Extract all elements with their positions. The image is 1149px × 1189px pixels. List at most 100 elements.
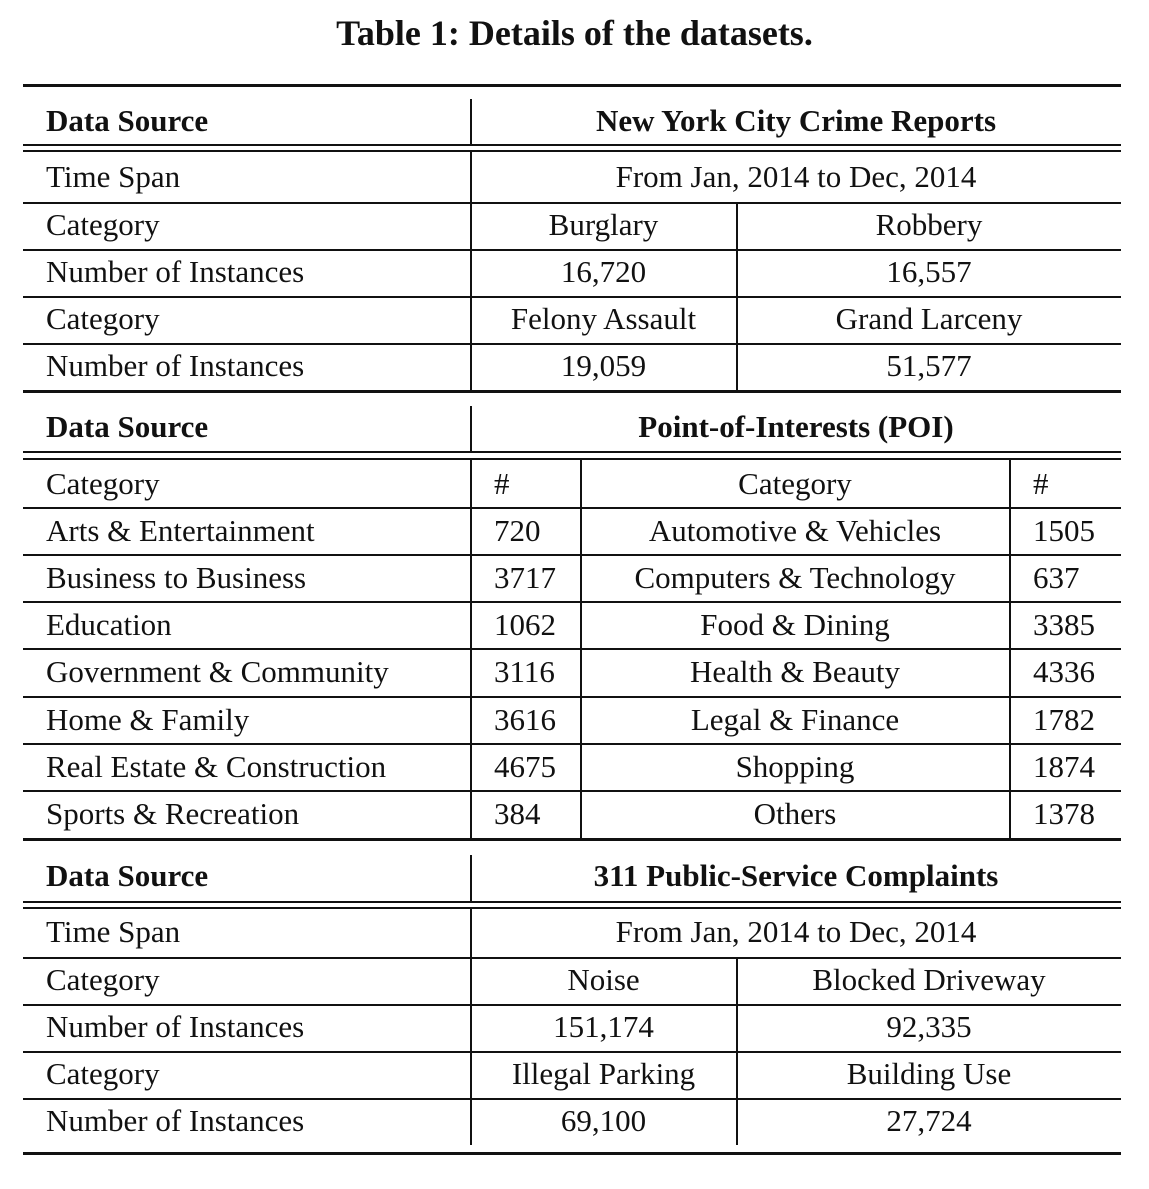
column-rule bbox=[470, 99, 472, 144]
row-rule bbox=[23, 1004, 1121, 1006]
poi-count: 1874 bbox=[1033, 749, 1095, 784]
time-span-label: Time Span bbox=[46, 159, 181, 194]
poi-category: Food & Dining bbox=[700, 607, 890, 642]
instances-label: Number of Instances bbox=[46, 254, 305, 289]
category-value: Noise bbox=[567, 962, 640, 997]
category-value: Blocked Driveway bbox=[812, 962, 1046, 997]
poi-category: Shopping bbox=[735, 749, 855, 784]
column-rule bbox=[470, 460, 472, 838]
category-label: Category bbox=[46, 962, 160, 997]
category-value: Grand Larceny bbox=[835, 301, 1023, 336]
poi-count: 3616 bbox=[494, 702, 556, 737]
poi-count: 3717 bbox=[494, 560, 556, 595]
row-rule bbox=[23, 696, 1121, 698]
poi-category: Sports & Recreation bbox=[46, 796, 300, 831]
poi-count: 4336 bbox=[1033, 654, 1095, 689]
column-rule bbox=[470, 909, 472, 1145]
poi-count: 1782 bbox=[1033, 702, 1095, 737]
poi-category: Government & Community bbox=[46, 654, 389, 689]
column-rule bbox=[736, 203, 738, 390]
poi-count: 637 bbox=[1033, 560, 1080, 595]
category-value: Illegal Parking bbox=[511, 1056, 696, 1091]
instances-value: 16,720 bbox=[560, 254, 647, 289]
category-value: Felony Assault bbox=[510, 301, 697, 336]
row-rule bbox=[23, 296, 1121, 298]
header-rule bbox=[23, 150, 1121, 152]
poi-category: Real Estate & Construction bbox=[46, 749, 387, 784]
section-rule bbox=[23, 838, 1121, 841]
instances-value: 69,100 bbox=[560, 1103, 647, 1138]
column-rule bbox=[470, 152, 472, 390]
column-rule bbox=[470, 855, 472, 901]
poi-count: 384 bbox=[494, 796, 541, 831]
poi-count: 1062 bbox=[494, 607, 556, 642]
data-source-label: Data Source bbox=[46, 103, 209, 138]
row-rule bbox=[23, 743, 1121, 745]
row-rule bbox=[23, 554, 1121, 556]
poi-count: 720 bbox=[494, 513, 541, 548]
poi-count: 3116 bbox=[494, 654, 555, 689]
column-rule bbox=[580, 460, 582, 838]
poi-count: 3385 bbox=[1033, 607, 1095, 642]
instances-label: Number of Instances bbox=[46, 1009, 305, 1044]
row-rule bbox=[23, 601, 1121, 603]
header-rule bbox=[23, 144, 1121, 146]
header-rule bbox=[23, 451, 1121, 453]
instances-value: 27,724 bbox=[886, 1103, 972, 1138]
header-rule bbox=[23, 901, 1121, 903]
category-value: Building Use bbox=[846, 1056, 1012, 1091]
row-rule bbox=[23, 648, 1121, 650]
bottom-rule bbox=[23, 1152, 1121, 1155]
table-caption: Table 1: Details of the datasets. bbox=[336, 13, 813, 53]
row-rule bbox=[23, 343, 1121, 345]
instances-value: 19,059 bbox=[560, 348, 647, 383]
instances-label: Number of Instances bbox=[46, 348, 305, 383]
poi-count: 4675 bbox=[494, 749, 556, 784]
poi-category: Legal & Finance bbox=[690, 702, 900, 737]
poi-column-category: Category bbox=[46, 466, 160, 501]
time-span-label: Time Span bbox=[46, 914, 181, 949]
category-value: Robbery bbox=[875, 207, 983, 242]
header-rule bbox=[23, 907, 1121, 909]
time-span-value: From Jan, 2014 to Dec, 2014 bbox=[615, 159, 977, 194]
instances-label: Number of Instances bbox=[46, 1103, 305, 1138]
section-rule bbox=[23, 390, 1121, 393]
poi-category: Others bbox=[753, 796, 837, 831]
data-source-label: Data Source bbox=[46, 409, 209, 444]
poi-category: Health & Beauty bbox=[689, 654, 901, 689]
data-source-title: 311 Public-Service Complaints bbox=[593, 858, 999, 893]
instances-value: 151,174 bbox=[553, 1009, 654, 1044]
row-rule bbox=[23, 249, 1121, 251]
category-label: Category bbox=[46, 301, 160, 336]
data-source-title: New York City Crime Reports bbox=[595, 103, 997, 138]
row-rule bbox=[23, 1098, 1121, 1100]
row-rule bbox=[23, 957, 1121, 959]
column-rule bbox=[1009, 460, 1011, 838]
time-span-value: From Jan, 2014 to Dec, 2014 bbox=[615, 914, 977, 949]
poi-category: Home & Family bbox=[46, 702, 250, 737]
poi-category: Computers & Technology bbox=[634, 560, 956, 595]
row-rule bbox=[23, 202, 1121, 204]
category-label: Category bbox=[46, 207, 160, 242]
instances-value: 16,557 bbox=[886, 254, 972, 289]
instances-value: 51,577 bbox=[886, 348, 972, 383]
data-source-label: Data Source bbox=[46, 858, 209, 893]
instances-value: 92,335 bbox=[886, 1009, 972, 1044]
column-rule bbox=[736, 958, 738, 1145]
poi-column-count: # bbox=[1033, 466, 1049, 501]
poi-count: 1378 bbox=[1033, 796, 1095, 831]
row-rule bbox=[23, 1051, 1121, 1053]
header-rule bbox=[23, 458, 1121, 460]
data-source-title: Point-of-Interests (POI) bbox=[638, 409, 954, 444]
top-rule bbox=[23, 84, 1121, 87]
poi-column-category: Category bbox=[738, 466, 852, 501]
poi-category: Automotive & Vehicles bbox=[648, 513, 942, 548]
poi-column-count: # bbox=[494, 466, 510, 501]
poi-category: Arts & Entertainment bbox=[46, 513, 315, 548]
category-value: Burglary bbox=[548, 207, 659, 242]
category-label: Category bbox=[46, 1056, 160, 1091]
poi-category: Business to Business bbox=[46, 560, 307, 595]
row-rule bbox=[23, 507, 1121, 509]
poi-category: Education bbox=[46, 607, 172, 642]
poi-count: 1505 bbox=[1033, 513, 1095, 548]
